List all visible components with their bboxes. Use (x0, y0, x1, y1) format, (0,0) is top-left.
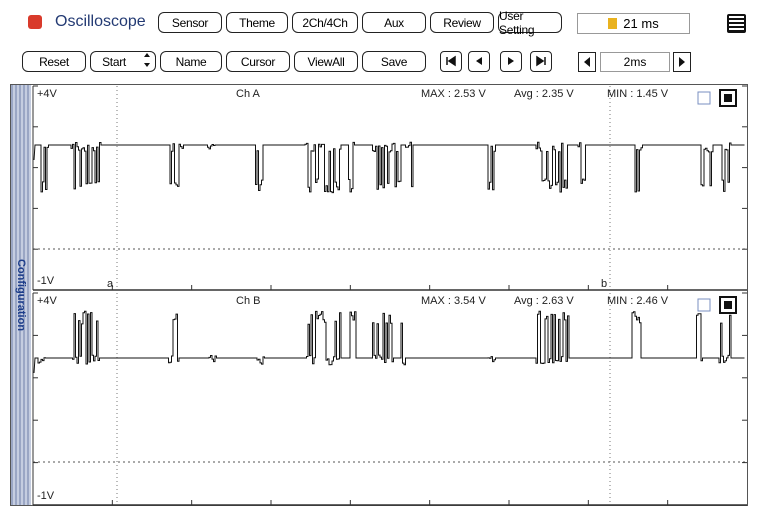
waveform (33, 141, 745, 194)
channel-name: Ch A (236, 88, 261, 100)
toolbar-button[interactable]: ViewAll (294, 51, 358, 72)
timer-value: 21 ms (623, 16, 659, 31)
channel-select-fill (724, 94, 732, 102)
stat-avg: Avg : 2.63 V (514, 295, 574, 307)
tab-button[interactable]: Theme (226, 12, 288, 33)
menu-button[interactable] (727, 14, 746, 33)
timer-icon (608, 18, 618, 29)
tab-button[interactable]: 2Ch/4Ch (292, 12, 358, 33)
nav-last[interactable] (530, 51, 552, 72)
stat-max: MAX : 3.54 V (421, 295, 486, 307)
nav-next[interactable] (500, 51, 522, 72)
range-top: +4V (37, 295, 58, 307)
toolbar-button[interactable]: Cursor (226, 51, 290, 72)
range-bottom: -1V (37, 275, 55, 287)
toolbar-button[interactable]: Start (90, 51, 156, 72)
toolbar-button[interactable]: Save (362, 51, 426, 72)
channel-name: Ch B (236, 295, 260, 307)
timer-box: 21 ms (577, 13, 690, 34)
channel-select-fill (724, 301, 732, 309)
tab-button[interactable]: Sensor (158, 12, 222, 33)
channel-visible-checkbox[interactable] (697, 91, 711, 105)
app-title: Oscilloscope (55, 13, 146, 30)
waveform (33, 310, 745, 374)
cursor-label: a (107, 278, 114, 290)
tab-button[interactable]: Aux (362, 12, 426, 33)
timebase-value: 2ms (600, 52, 670, 72)
sidebar[interactable] (11, 85, 31, 505)
start-select-icon (144, 53, 150, 67)
nav-first[interactable] (440, 51, 462, 72)
channel-visible-checkbox[interactable] (697, 298, 711, 312)
toolbar-button[interactable]: Reset (22, 51, 86, 72)
stat-min: MIN : 1.45 V (607, 88, 669, 100)
timebase-decrease[interactable] (578, 52, 596, 72)
toolbar-button[interactable]: Name (160, 51, 222, 72)
stat-min: MIN : 2.46 V (607, 295, 669, 307)
stat-avg: Avg : 2.35 V (514, 88, 574, 100)
nav-prev[interactable] (468, 51, 490, 72)
range-top: +4V (37, 88, 58, 100)
app-menu-icon[interactable] (28, 15, 42, 29)
timebase-increase[interactable] (673, 52, 691, 72)
cursor-label: b (601, 278, 607, 290)
tab-button[interactable]: Review (430, 12, 494, 33)
stat-max: MAX : 2.53 V (421, 88, 486, 100)
range-bottom: -1V (37, 490, 55, 502)
